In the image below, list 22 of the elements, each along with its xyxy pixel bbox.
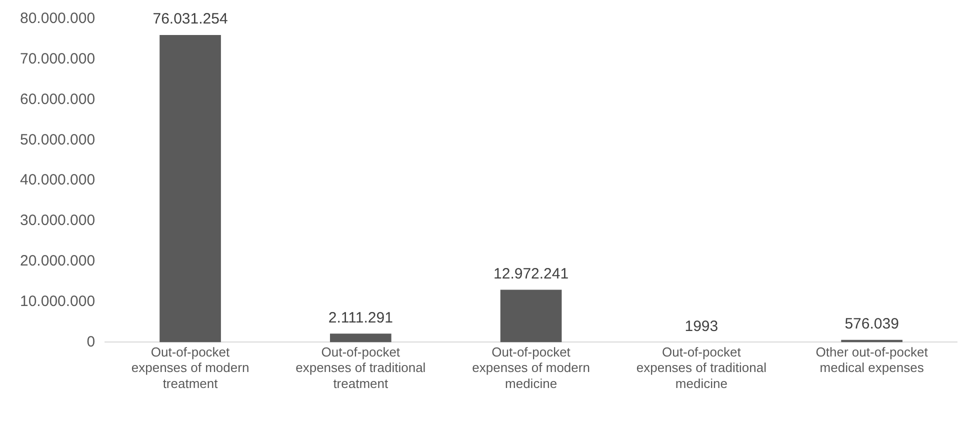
bar [330,334,392,342]
y-tick-label: 30.000.000 [20,212,96,230]
bar [500,290,562,342]
data-label: 576.039 [844,316,899,333]
data-label: 12.972.241 [494,265,569,282]
x-tick-label: Out-of-pocket expenses of modern treatment [131,344,250,391]
data-label: 2.111.291 [328,309,393,326]
y-tick-label: 70.000.000 [20,50,96,68]
data-label: 1993 [684,318,718,335]
y-tick-label: 0 [86,333,96,350]
y-tick-label: 50.000.000 [20,131,96,148]
data-label: 76.031.254 [152,10,228,28]
x-tick-label: Out-of-pocket expenses of traditional treatment [296,344,426,391]
y-tick-label: 10.000.000 [20,292,96,310]
y-tick-label: 40.000.000 [20,172,96,189]
y-tick-label: 60.000.000 [20,90,96,108]
x-tick-label: Other out-of-pocket medical expenses [816,344,928,376]
x-tick-label: Out-of-pocket expenses of modern medicine [472,344,590,391]
y-tick-label: 80.000.000 [20,10,96,28]
x-tick-label: Out-of-pocket expenses of traditional medicine [636,344,767,391]
bar [160,35,221,342]
y-tick-label: 20.000.000 [20,252,96,270]
